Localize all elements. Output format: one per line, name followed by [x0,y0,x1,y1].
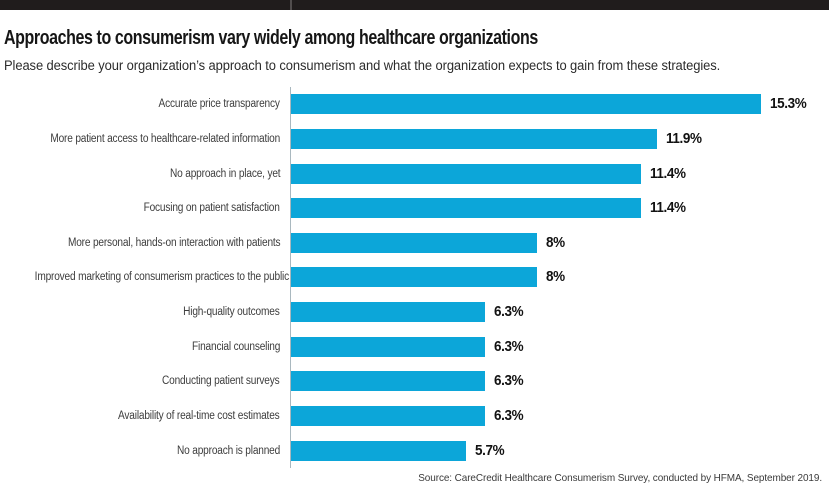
category-label-cell: More patient access to healthcare-relate… [0,133,290,145]
survey-question: Please describe your organization’s appr… [4,58,721,73]
bar-row: No approach is planned 5.7% [0,433,829,468]
category-label: More patient access to healthcare-relate… [50,132,280,145]
bar-row: Focusing on patient satisfaction 11.4% [0,191,829,226]
bar-row: Improved marketing of consumerism practi… [0,260,829,295]
bar-row: Conducting patient surveys 6.3% [0,364,829,399]
bar [291,302,485,323]
category-label: Availability of real-time cost estimates [118,409,280,422]
top-bar-divider [290,0,292,10]
bar-row: High-quality outcomes 6.3% [0,295,829,330]
bar-cell: 15.3% [290,87,829,122]
category-label-cell: Financial counseling [0,341,290,353]
bar-row: More personal, hands-on interaction with… [0,226,829,261]
bar-value-label: 6.3% [494,338,524,355]
bar [291,163,641,184]
bar-value-label: 11.4% [650,165,686,182]
bar-cell: 11.4% [290,156,829,191]
category-label: Focusing on patient satisfaction [143,202,280,215]
bar [291,405,485,426]
bar [291,232,537,253]
bar-value-label: 15.3% [770,96,807,113]
category-label: High-quality outcomes [183,306,281,319]
bar-value-label: 11.4% [650,200,686,217]
y-axis-line [290,87,291,468]
bar-value-label: 8% [546,269,565,286]
bar-value-label: 6.3% [494,407,524,424]
bar-cell: 6.3% [290,295,829,330]
category-label-cell: Accurate price transparency [0,98,290,110]
category-label-cell: No approach is planned [0,445,290,457]
bar-value-label: 8% [546,234,565,251]
bar-cell: 6.3% [290,329,829,364]
bar-chart: Accurate price transparency 15.3% More p… [0,87,829,468]
category-label-cell: More personal, hands-on interaction with… [0,237,290,249]
category-label-cell: High-quality outcomes [0,306,290,318]
bar-row: Financial counseling 6.3% [0,329,829,364]
bar-row: Accurate price transparency 15.3% [0,87,829,122]
bar [291,94,761,115]
bar-cell: 8% [290,260,829,295]
source-note: Source: CareCredit Healthcare Consumeris… [418,472,822,484]
category-label: Conducting patient surveys [162,375,280,388]
bar-cell: 8% [290,226,829,261]
category-label-cell: Conducting patient surveys [0,375,290,387]
chart-rows: Accurate price transparency 15.3% More p… [0,87,829,468]
bar-cell: 11.4% [290,191,829,226]
bar-cell: 6.3% [290,364,829,399]
category-label-cell: Improved marketing of consumerism practi… [0,271,290,283]
bar-cell: 6.3% [290,399,829,434]
bar-row: Availability of real-time cost estimates… [0,399,829,434]
bar-value-label: 5.7% [475,442,505,459]
category-label-cell: Availability of real-time cost estimates [0,410,290,422]
chart-title: Approaches to consumerism vary widely am… [4,27,538,49]
top-accent-bar [0,0,829,10]
category-label: No approach is planned [176,444,280,457]
bar-value-label: 11.9% [666,130,702,147]
bar [291,128,657,149]
bar [291,198,641,219]
category-label: Improved marketing of consumerism practi… [34,271,290,284]
bar-value-label: 6.3% [494,373,524,390]
category-label: No approach in place, yet [169,167,281,180]
bar-row: No approach in place, yet 11.4% [0,156,829,191]
category-label-cell: No approach in place, yet [0,168,290,180]
bar [291,336,485,357]
category-label-cell: Focusing on patient satisfaction [0,202,290,214]
bar-value-label: 6.3% [494,304,524,321]
bar-row: More patient access to healthcare-relate… [0,122,829,157]
bar [291,267,537,288]
category-label: Financial counseling [191,340,280,353]
category-label: More personal, hands-on interaction with… [67,236,281,249]
category-label: Accurate price transparency [158,98,280,111]
bar [291,371,485,392]
bar-cell: 11.9% [290,122,829,157]
bar-cell: 5.7% [290,433,829,468]
bar [291,440,466,461]
